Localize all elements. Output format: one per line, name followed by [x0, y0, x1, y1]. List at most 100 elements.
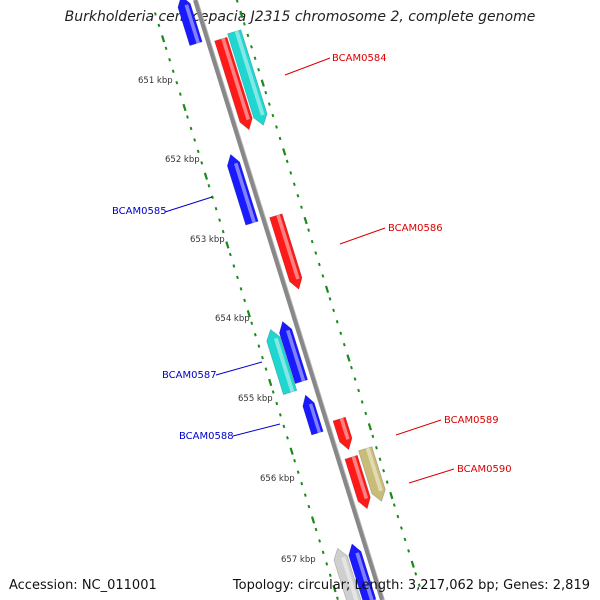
gene-features — [177, 0, 386, 600]
inner-tick — [275, 401, 279, 406]
inner-tick — [164, 46, 168, 51]
gene-label-leader — [164, 196, 213, 213]
outer-tick — [310, 239, 314, 244]
genome-summary: Topology: circular; Length: 3,217,062 bp… — [232, 578, 590, 593]
gene-arrow-top — [177, 0, 203, 46]
inner-tick — [310, 516, 316, 524]
outer-tick — [292, 182, 296, 187]
outer-tick — [300, 205, 303, 209]
outer-tick — [410, 560, 415, 568]
gene-arrow-bcam0586 — [269, 213, 303, 290]
inner-tick — [314, 527, 318, 532]
gene-arrow-top-highlight — [184, 4, 200, 44]
inner-tick — [168, 58, 172, 62]
outer-tick — [278, 136, 282, 141]
inner-tick — [250, 321, 254, 325]
gene-arrow-bottom-gray — [333, 547, 362, 600]
inner-tick — [257, 344, 261, 348]
gene-label-leader — [284, 57, 331, 76]
gene-label-bcam0586[interactable]: BCAM0586 — [388, 223, 443, 234]
gene-label-bcam0589[interactable]: BCAM0589 — [444, 415, 499, 426]
gene-arrow-bcam0586-highlight — [276, 214, 300, 280]
outer-tick — [289, 171, 293, 175]
gene-arrow-bcam0589-highlight — [339, 417, 350, 440]
outer-tick — [324, 285, 330, 293]
outer-tick — [317, 262, 321, 267]
inner-tick — [211, 195, 214, 199]
inner-tick — [171, 69, 175, 73]
gene-label-bcam0584[interactable]: BCAM0584 — [332, 53, 387, 64]
outer-tick — [296, 194, 300, 198]
outer-tick — [396, 514, 400, 519]
outer-tick — [360, 400, 364, 404]
inner-tick — [318, 539, 321, 543]
outer-tick — [364, 411, 368, 416]
inner-tick — [157, 23, 161, 28]
outer-tick — [382, 468, 386, 473]
gene-arrow-bcam0587-highlight — [286, 329, 306, 382]
inner-tick — [175, 80, 179, 85]
outer-tick — [350, 365, 353, 370]
outer-tick — [282, 148, 287, 156]
gene-arrow-bcam0585 — [226, 153, 259, 226]
scale-label: 656 kbp — [260, 474, 295, 484]
scale-label: 655 kbp — [238, 394, 273, 404]
outer-tick — [321, 274, 325, 278]
inner-tick — [289, 447, 294, 455]
scale-label: 652 kbp — [165, 155, 200, 165]
gene-arrow-bcam0584-cds — [227, 29, 268, 126]
outer-tick — [385, 480, 389, 484]
outer-tick — [339, 331, 343, 335]
gene-label-bcam0585[interactable]: BCAM0585 — [112, 206, 167, 217]
outer-tick — [307, 228, 311, 232]
inner-tick — [264, 367, 268, 371]
outer-tick — [367, 423, 373, 431]
inner-tick — [271, 390, 275, 394]
outer-tick — [400, 526, 403, 530]
scale-label: 654 kbp — [215, 314, 250, 324]
inner-tick — [286, 436, 289, 440]
accession-text: Accession: NC_011001 — [9, 578, 157, 593]
outer-tick — [389, 491, 394, 500]
outer-tick-track — [235, 0, 421, 587]
outer-tick — [407, 549, 410, 553]
gene-arrow-bcam0590-cds — [358, 446, 386, 502]
gene-label-leader — [215, 361, 263, 376]
gene-arrow-bcam0587-cds-highlight — [273, 337, 295, 393]
outer-tick — [303, 216, 308, 225]
inner-tick — [300, 481, 304, 486]
inner-tick — [336, 596, 339, 600]
gene-arrow-bcam0590-highlight — [351, 456, 369, 500]
inner-tick — [303, 493, 307, 497]
outer-tick — [285, 159, 289, 164]
gene-arrow-bcam0589 — [332, 416, 353, 451]
gene-label-bcam0590[interactable]: BCAM0590 — [457, 464, 512, 475]
inner-tick — [246, 310, 251, 318]
gene-arrow-bcam0584 — [214, 36, 253, 131]
outer-tick — [235, 0, 239, 3]
inner-tick — [325, 562, 329, 566]
inner-tick — [278, 413, 282, 417]
inner-tick — [253, 332, 257, 337]
outer-tick — [250, 45, 253, 49]
inner-tick — [218, 218, 222, 222]
outer-tick — [342, 342, 346, 347]
outer-tick — [257, 67, 261, 72]
gene-label-leader — [232, 423, 281, 437]
gene-label-bcam0587[interactable]: BCAM0587 — [162, 370, 217, 381]
gene-label-bcam0588[interactable]: BCAM0588 — [179, 431, 234, 442]
gene-arrow-bcam0590-cds-highlight — [365, 447, 383, 492]
inner-tick — [178, 92, 182, 96]
outer-tick — [392, 503, 396, 507]
outer-tick — [246, 33, 250, 38]
outer-tick — [267, 102, 271, 106]
gene-arrow-bcam0588-highlight — [308, 403, 322, 434]
outer-tick — [314, 251, 318, 255]
gene-arrow-bcam0590 — [344, 454, 371, 510]
inner-tick — [153, 12, 157, 16]
inner-tick — [186, 115, 189, 119]
inner-tick — [160, 35, 166, 43]
inner-tick — [189, 126, 193, 131]
outer-tick — [264, 90, 268, 95]
outer-tick — [357, 388, 361, 393]
